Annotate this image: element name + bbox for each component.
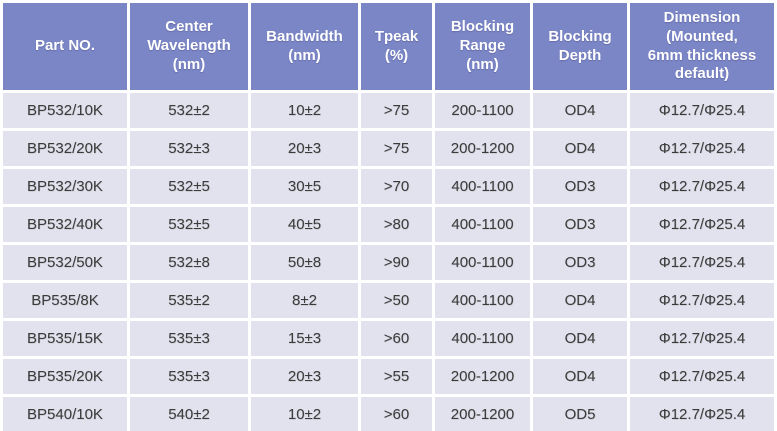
- cell-part-no: BP532/10K: [3, 93, 127, 128]
- cell-part-no: BP532/40K: [3, 207, 127, 242]
- cell-tpeak: >80: [361, 207, 432, 242]
- cell-blocking-range: 400-1100: [435, 245, 530, 280]
- cell-blocking-depth: OD4: [533, 359, 627, 394]
- header-dimension: Dimension (Mounted, 6mm thickness defaul…: [630, 3, 774, 90]
- cell-bandwidth: 8±2: [251, 283, 358, 318]
- table-row: BP540/10K 540±2 10±2 >60 200-1200 OD5 Φ12.7/Φ2…: [3, 397, 774, 431]
- table-row: BP532/40K 532±5 40±5 >80 400-1100 OD3 Φ12.7/Φ2…: [3, 207, 774, 242]
- cell-part-no: BP532/30K: [3, 169, 127, 204]
- cell-bandwidth: 40±5: [251, 207, 358, 242]
- cell-tpeak: >60: [361, 321, 432, 356]
- cell-bandwidth: 15±3: [251, 321, 358, 356]
- cell-blocking-range: 200-1200: [435, 131, 530, 166]
- cell-part-no: BP535/15K: [3, 321, 127, 356]
- cell-blocking-range: 200-1200: [435, 359, 530, 394]
- cell-center-wavelength: 532±8: [130, 245, 248, 280]
- cell-bandwidth: 20±3: [251, 131, 358, 166]
- cell-blocking-depth: OD3: [533, 169, 627, 204]
- header-center-wavelength: Center Wavelength (nm): [130, 3, 248, 90]
- table-row: BP532/30K 532±5 30±5 >70 400-1100 OD3 Φ12.7/Φ2…: [3, 169, 774, 204]
- cell-bandwidth: 20±3: [251, 359, 358, 394]
- cell-blocking-depth: OD4: [533, 93, 627, 128]
- table-row: BP535/20K 535±3 20±3 >55 200-1200 OD4 Φ12.7/Φ2…: [3, 359, 774, 394]
- cell-blocking-depth: OD4: [533, 321, 627, 356]
- cell-blocking-depth: OD5: [533, 397, 627, 431]
- cell-blocking-range: 400-1100: [435, 207, 530, 242]
- table-row: BP532/10K 532±2 10±2 >75 200-1100 OD4 Φ12.7/Φ2…: [3, 93, 774, 128]
- cell-center-wavelength: 535±3: [130, 359, 248, 394]
- cell-tpeak: >55: [361, 359, 432, 394]
- cell-blocking-range: 200-1100: [435, 93, 530, 128]
- cell-dimension: Φ12.7/Φ25.4: [630, 131, 774, 166]
- cell-bandwidth: 50±8: [251, 245, 358, 280]
- cell-blocking-depth: OD4: [533, 283, 627, 318]
- cell-tpeak: >75: [361, 93, 432, 128]
- header-row: Part NO. Center Wavelength (nm) Bandwidt…: [3, 3, 774, 90]
- table-row: BP532/50K 532±8 50±8 >90 400-1100 OD3 Φ12.7/Φ2…: [3, 245, 774, 280]
- table-header: Part NO. Center Wavelength (nm) Bandwidt…: [3, 3, 774, 90]
- cell-dimension: Φ12.7/Φ25.4: [630, 93, 774, 128]
- cell-center-wavelength: 532±5: [130, 207, 248, 242]
- cell-dimension: Φ12.7/Φ25.4: [630, 359, 774, 394]
- table-row: BP535/15K 535±3 15±3 >60 400-1100 OD4 Φ12.7/Φ2…: [3, 321, 774, 356]
- cell-center-wavelength: 532±5: [130, 169, 248, 204]
- cell-tpeak: >70: [361, 169, 432, 204]
- cell-part-no: BP532/20K: [3, 131, 127, 166]
- cell-center-wavelength: 532±3: [130, 131, 248, 166]
- cell-dimension: Φ12.7/Φ25.4: [630, 207, 774, 242]
- cell-bandwidth: 30±5: [251, 169, 358, 204]
- cell-blocking-depth: OD3: [533, 207, 627, 242]
- header-tpeak: Tpeak (%): [361, 3, 432, 90]
- table-row: BP532/20K 532±3 20±3 >75 200-1200 OD4 Φ12.7/Φ2…: [3, 131, 774, 166]
- cell-dimension: Φ12.7/Φ25.4: [630, 321, 774, 356]
- cell-blocking-range: 400-1100: [435, 283, 530, 318]
- cell-blocking-range: 200-1200: [435, 397, 530, 431]
- header-blocking-range: Blocking Range (nm): [435, 3, 530, 90]
- cell-center-wavelength: 532±2: [130, 93, 248, 128]
- cell-bandwidth: 10±2: [251, 93, 358, 128]
- cell-part-no: BP540/10K: [3, 397, 127, 431]
- cell-center-wavelength: 535±3: [130, 321, 248, 356]
- cell-dimension: Φ12.7/Φ25.4: [630, 245, 774, 280]
- header-part-no: Part NO.: [3, 3, 127, 90]
- cell-dimension: Φ12.7/Φ25.4: [630, 397, 774, 431]
- cell-part-no: BP532/50K: [3, 245, 127, 280]
- table-body: BP532/10K 532±2 10±2 >75 200-1100 OD4 Φ12.7/Φ2…: [3, 93, 774, 431]
- cell-tpeak: >75: [361, 131, 432, 166]
- cell-tpeak: >90: [361, 245, 432, 280]
- cell-dimension: Φ12.7/Φ25.4: [630, 169, 774, 204]
- cell-tpeak: >60: [361, 397, 432, 431]
- cell-blocking-depth: OD3: [533, 245, 627, 280]
- header-bandwidth: Bandwidth (nm): [251, 3, 358, 90]
- table-row: BP535/8K 535±2 8±2 >50 400-1100 OD4 Φ12.7/Φ25.…: [3, 283, 774, 318]
- cell-center-wavelength: 535±2: [130, 283, 248, 318]
- cell-center-wavelength: 540±2: [130, 397, 248, 431]
- cell-blocking-depth: OD4: [533, 131, 627, 166]
- header-blocking-depth: Blocking Depth: [533, 3, 627, 90]
- cell-tpeak: >50: [361, 283, 432, 318]
- cell-blocking-range: 400-1100: [435, 321, 530, 356]
- cell-dimension: Φ12.7/Φ25.4: [630, 283, 774, 318]
- cell-blocking-range: 400-1100: [435, 169, 530, 204]
- cell-part-no: BP535/20K: [3, 359, 127, 394]
- cell-bandwidth: 10±2: [251, 397, 358, 431]
- cell-part-no: BP535/8K: [3, 283, 127, 318]
